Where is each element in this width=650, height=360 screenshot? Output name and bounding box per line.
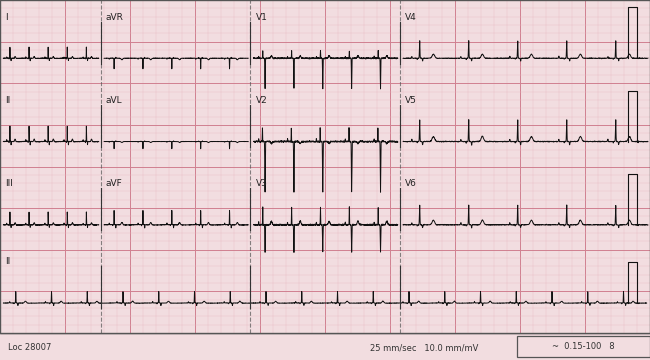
Text: III: III	[5, 179, 13, 188]
Text: II: II	[5, 257, 10, 266]
Text: V4: V4	[405, 13, 417, 22]
Text: Loc 28007: Loc 28007	[8, 343, 51, 352]
Text: aVF: aVF	[106, 179, 123, 188]
Text: aVL: aVL	[106, 96, 123, 105]
Text: V6: V6	[405, 179, 417, 188]
Text: V5: V5	[405, 96, 417, 105]
Text: aVR: aVR	[106, 13, 124, 22]
Text: V2: V2	[255, 96, 267, 105]
Text: V3: V3	[255, 179, 267, 188]
Text: ~  0.15-100   8: ~ 0.15-100 8	[552, 342, 615, 351]
Text: II: II	[5, 96, 10, 105]
Text: I: I	[5, 13, 8, 22]
Text: V1: V1	[255, 13, 267, 22]
Text: 25 mm/sec   10.0 mm/mV: 25 mm/sec 10.0 mm/mV	[370, 343, 479, 352]
